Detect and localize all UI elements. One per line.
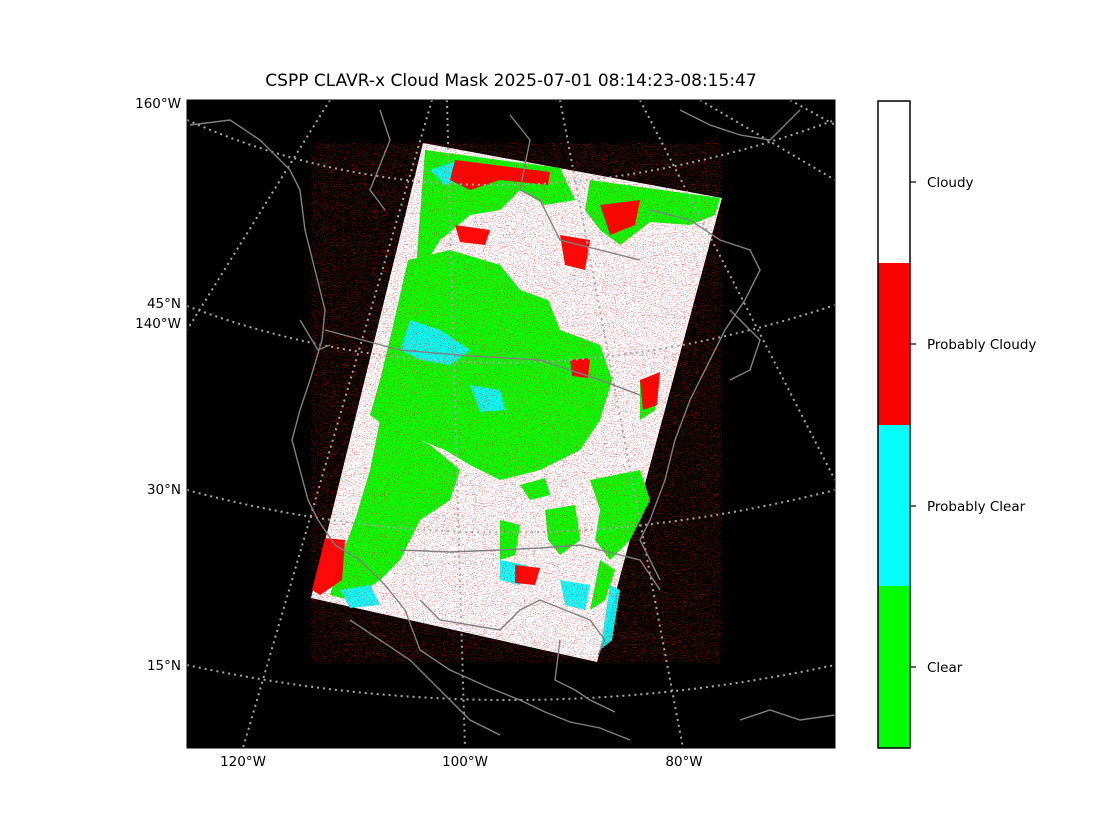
meridian-60w bbox=[639, 100, 835, 481]
colorbar: Cloudy Probably Cloudy Probably Clear Cl… bbox=[877, 100, 1036, 749]
colorbar-swatch-clear bbox=[878, 586, 910, 748]
map-panel bbox=[186, 99, 836, 749]
label-100w: 100°W bbox=[442, 754, 488, 770]
label-140w: 140°W bbox=[135, 316, 181, 332]
parallel-30n bbox=[187, 489, 835, 534]
colorbar-swatch-probably-cloudy bbox=[878, 263, 910, 425]
label-160w: 160°W bbox=[135, 96, 181, 112]
colorbar-swatch-cloudy bbox=[878, 101, 910, 263]
label-30n: 30°N bbox=[147, 482, 181, 498]
colorbar-label-probably-cloudy: Probably Cloudy bbox=[927, 337, 1036, 353]
parallel-15n bbox=[187, 664, 835, 701]
meridian-120w bbox=[242, 100, 433, 748]
colorbar-label-cloudy: Cloudy bbox=[927, 175, 974, 191]
bottom-axis-labels: 120°W 100°W 80°W bbox=[220, 754, 703, 770]
colorbar-label-probably-clear: Probably Clear bbox=[927, 499, 1026, 515]
left-axis-labels: 160°W 45°N 140°W 30°N 15°N bbox=[135, 96, 181, 674]
colorbar-swatch-probably-clear bbox=[878, 425, 910, 586]
map-title: CSPP CLAVR-x Cloud Mask 2025-07-01 08:14… bbox=[265, 71, 756, 91]
meridian-20w bbox=[789, 100, 835, 126]
colorbar-label-clear: Clear bbox=[927, 660, 963, 676]
label-80w: 80°W bbox=[665, 754, 702, 770]
coastlines bbox=[189, 109, 835, 741]
meridian-100w bbox=[446, 100, 466, 748]
meridian-80w bbox=[559, 100, 684, 748]
label-45n: 45°N bbox=[147, 296, 181, 312]
cloud-mask-swath bbox=[311, 143, 722, 662]
parallel-45n bbox=[187, 304, 835, 364]
label-120w: 120°W bbox=[220, 754, 266, 770]
label-15n: 15°N bbox=[147, 658, 181, 674]
colorbar-frame bbox=[877, 100, 911, 749]
